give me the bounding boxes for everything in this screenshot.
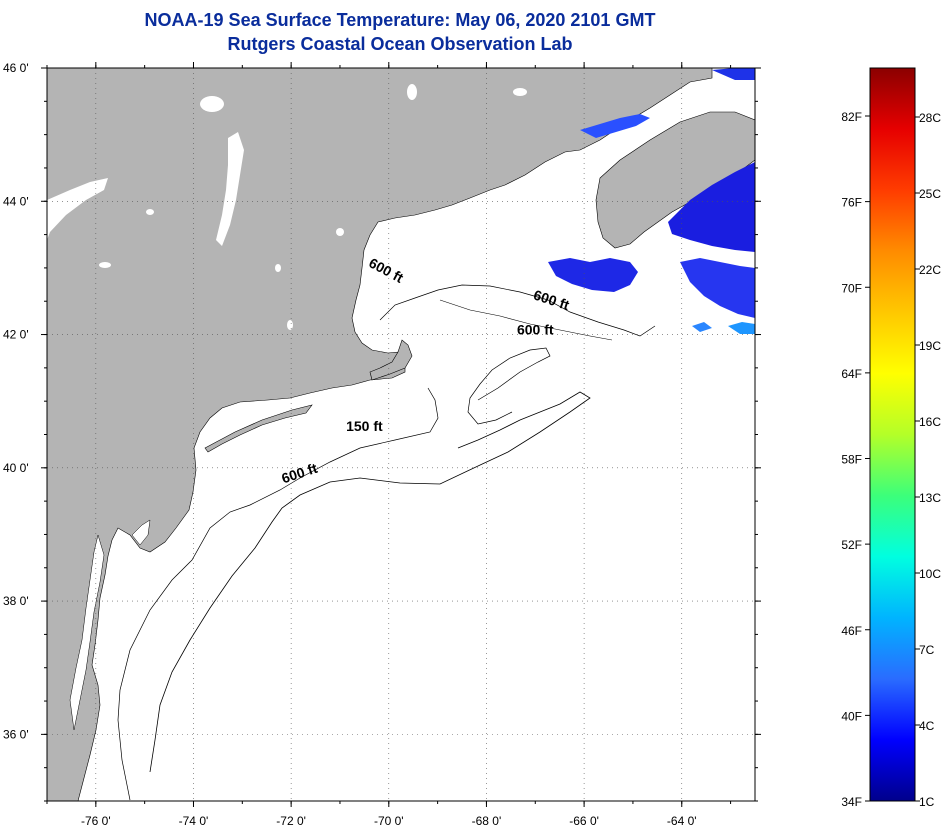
- colorbar-f-label: 52F: [841, 538, 862, 552]
- chesapeake-bay: [69, 534, 105, 731]
- title-line-1: NOAA-19 Sea Surface Temperature: May 06,…: [144, 10, 656, 30]
- colorbar-f-label: 34F: [841, 795, 862, 809]
- colorbar-f-label: 70F: [841, 281, 862, 295]
- contour-600ft: [149, 391, 591, 773]
- colorbar-c-label: 4C: [919, 719, 935, 733]
- sst-patch-gulf-of-maine: [548, 258, 638, 292]
- lon-tick-label: -72 0': [276, 814, 306, 828]
- colorbar-f-label: 76F: [841, 196, 862, 210]
- sst-patch-nova-scotia-shelf: [668, 162, 755, 252]
- axis-ticks: 46 0' 44 0' 42 0' 40 0' 38 0' 36 0' -76 0' -74 …: [3, 61, 761, 828]
- colorbar-f-label: 58F: [841, 453, 862, 467]
- colorbar-c-label: 13C: [919, 491, 941, 505]
- lon-tick-label: -76 0': [81, 814, 111, 828]
- colorbar-c-label: 19C: [919, 339, 941, 353]
- grid-lines: [47, 67, 755, 801]
- contour-label: 600 ft: [517, 322, 554, 338]
- colorbar-c-label: 10C: [919, 567, 941, 581]
- sst-patch-east: [680, 258, 755, 318]
- lat-tick-label: 46 0': [3, 61, 29, 75]
- lake-champlain: [216, 132, 244, 246]
- lake-shape: [513, 88, 527, 96]
- colorbar-f-label: 46F: [841, 624, 862, 638]
- colorbar-c-label: 22C: [919, 263, 941, 277]
- contour-gulf-of-maine: [379, 284, 656, 337]
- colorbar-c-label: 7C: [919, 643, 935, 657]
- lon-tick-label: -70 0': [374, 814, 404, 828]
- colorbar-c-label: 16C: [919, 415, 941, 429]
- colorbar-c-label: 28C: [919, 111, 941, 125]
- lake-shape: [336, 228, 344, 236]
- lake-shape: [146, 209, 154, 215]
- lat-tick-label: 40 0': [3, 461, 29, 475]
- lat-tick-label: 42 0': [3, 328, 29, 342]
- contour-inner: [439, 299, 613, 341]
- lon-tick-label: -66 0': [569, 814, 599, 828]
- contour-label: 150 ft: [346, 418, 383, 434]
- colorbar: [869, 67, 916, 802]
- colorbar-c-label: 25C: [919, 187, 941, 201]
- lat-tick-label: 38 0': [3, 594, 29, 608]
- sst-patch-northeast: [712, 68, 755, 80]
- land-long-island: [204, 404, 313, 453]
- colorbar-f-label: 64F: [841, 367, 862, 381]
- lat-tick-label: 44 0': [3, 194, 29, 208]
- colorbar-labels: 34F 40F 46F 52F 58F 64F 70F 76F 82F 1C 4C 7C 10C 13C 1…: [841, 110, 941, 809]
- lake-shape: [275, 264, 281, 272]
- lake-shape: [200, 96, 224, 112]
- sst-patch-bay-of-fundy: [580, 114, 650, 138]
- lake-shape: [287, 320, 293, 330]
- colorbar-c-label: 1C: [919, 795, 935, 809]
- lon-tick-label: -64 0': [667, 814, 697, 828]
- lake-shape: [407, 84, 417, 100]
- sst-patch-light-blue: [692, 322, 712, 332]
- lat-tick-label: 36 0': [3, 727, 29, 741]
- lake-ontario-edge: [47, 178, 108, 240]
- land-cape-cod: [369, 339, 413, 381]
- delaware-bay: [131, 519, 151, 546]
- lon-tick-label: -68 0': [472, 814, 502, 828]
- title-line-2: Rutgers Coastal Ocean Observation Lab: [227, 34, 573, 54]
- lake-shape: [99, 262, 111, 268]
- sst-patch-light-blue: [728, 322, 755, 334]
- colorbar-f-label: 82F: [841, 110, 862, 124]
- colorbar-f-label: 40F: [841, 709, 862, 723]
- contour-georges-bank: [467, 347, 551, 425]
- land-mainland: [47, 68, 713, 801]
- contour-150ft: [117, 387, 439, 801]
- lon-tick-label: -74 0': [179, 814, 209, 828]
